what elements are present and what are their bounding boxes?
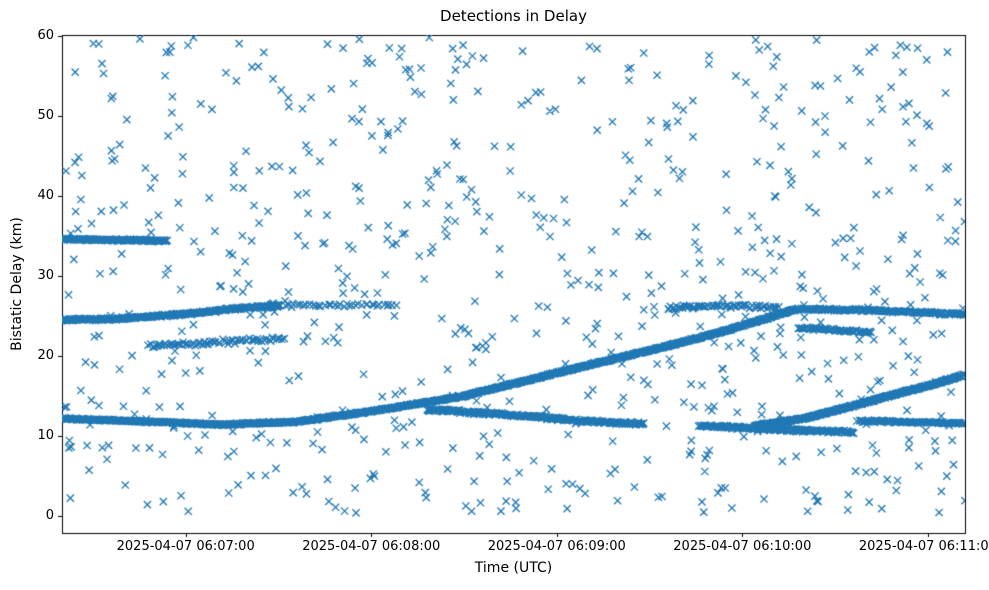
x-tick-label: 2025-04-07 06:11:00 (858, 539, 989, 554)
y-tick-label: 50 (37, 107, 54, 123)
y-tick-label: 10 (37, 428, 54, 444)
y-tick-label: 60 (37, 27, 54, 43)
y-axis-label: Bistatic Delay (km) (9, 217, 25, 351)
x-tick-label: 2025-04-07 06:08:00 (302, 539, 441, 554)
chart-title: Detections in Delay (440, 7, 587, 25)
y-tick-label: 30 (37, 267, 54, 283)
x-tick-label: 2025-04-07 06:09:00 (487, 539, 626, 554)
x-axis-label: Time (UTC) (474, 560, 553, 576)
y-tick-label: 40 (37, 187, 54, 203)
x-tick-label: 2025-04-07 06:10:00 (673, 539, 812, 554)
y-tick-label: 0 (45, 508, 54, 524)
y-tick-label: 20 (37, 348, 54, 364)
x-tick-label: 2025-04-07 06:07:00 (116, 539, 255, 554)
